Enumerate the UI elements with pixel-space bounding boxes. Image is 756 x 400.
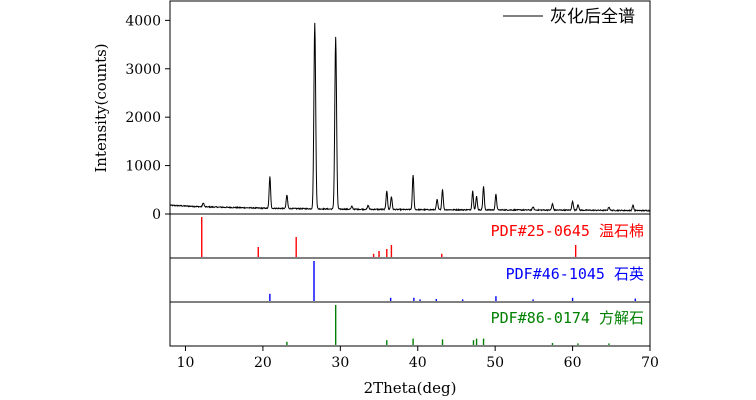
ref-label-calcite: PDF#86-0174 方解石 (491, 309, 644, 327)
ref-panel-3-frame (169, 301, 651, 347)
legend-label: 灰化后全谱 (550, 7, 635, 27)
ref-label-quartz: PDF#46-1045 石英 (506, 265, 644, 283)
x-axis-ticks: 10 20 30 40 50 60 70 (177, 346, 659, 371)
y-tick-label: 0 (152, 207, 161, 223)
y-tick-label: 2000 (125, 110, 161, 126)
y-tick-label: 1000 (125, 159, 161, 175)
y-tick-label: 3000 (125, 62, 161, 78)
x-tick-label: 40 (409, 355, 427, 371)
ref-label-chrysotile: PDF#25-0645 温石棉 (491, 222, 644, 240)
x-tick-label: 10 (177, 355, 195, 371)
y-tick-label: 4000 (125, 13, 161, 29)
series-line-full-spectrum (169, 22, 651, 213)
x-tick-label: 50 (486, 355, 504, 371)
main-plot-frame (169, 0, 651, 215)
x-tick-label: 20 (254, 355, 272, 371)
x-tick-label: 60 (564, 355, 582, 371)
x-tick-label: 30 (331, 355, 349, 371)
x-axis-title: 2Theta(deg) (364, 379, 457, 397)
y-axis-ticks: 0 1000 2000 3000 4000 (125, 13, 170, 223)
y-axis-title: Intensity(counts) (92, 43, 110, 172)
x-tick-label: 70 (641, 355, 659, 371)
reference-lines (201, 217, 636, 345)
